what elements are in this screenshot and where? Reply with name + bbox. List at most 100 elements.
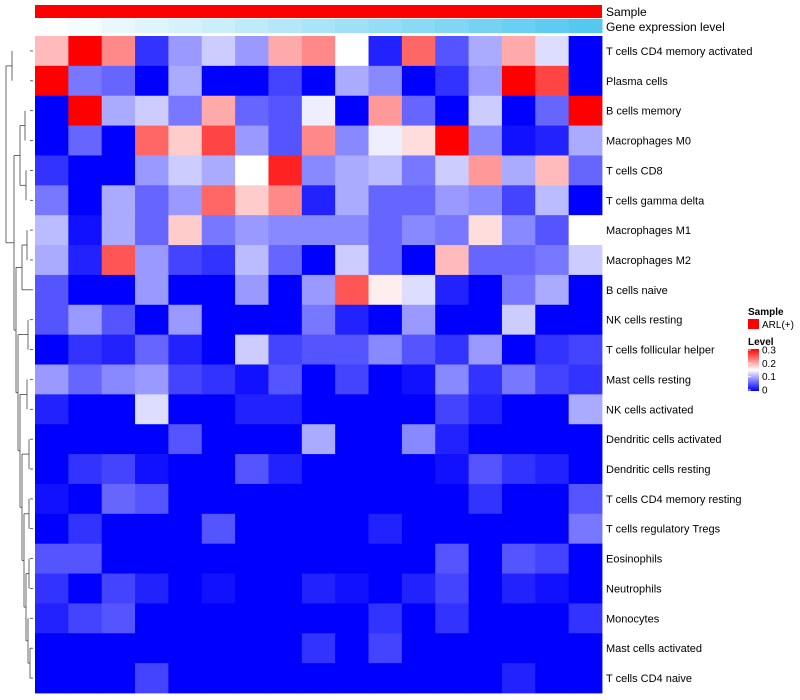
heatmap-cell bbox=[268, 513, 303, 545]
heatmap-cell bbox=[68, 483, 103, 515]
heatmap-cell bbox=[268, 215, 303, 246]
heatmap-cell bbox=[68, 95, 103, 126]
heatmap-cell bbox=[101, 633, 136, 664]
heatmap-cell bbox=[401, 364, 436, 395]
heatmap-cell bbox=[401, 155, 436, 186]
heatmap-cell bbox=[235, 334, 269, 365]
heatmap-cell bbox=[35, 573, 69, 604]
heatmap-cell bbox=[68, 543, 103, 574]
heatmap-cell bbox=[368, 65, 403, 97]
legend-tick-label: 0.3 bbox=[762, 346, 776, 357]
heatmap-cell bbox=[401, 304, 436, 336]
heatmap-cell bbox=[68, 573, 103, 604]
heatmap-cell bbox=[168, 245, 203, 276]
heatmap-cell bbox=[368, 36, 403, 67]
heatmap-cell bbox=[101, 424, 136, 455]
heatmap-cell bbox=[401, 245, 436, 276]
heatmap-cell bbox=[535, 334, 570, 365]
heatmap-cell bbox=[301, 245, 336, 276]
gene-expression-annotation-cell bbox=[401, 19, 436, 33]
heatmap-cell bbox=[535, 603, 570, 634]
gene-expression-annotation-cell bbox=[101, 19, 136, 33]
heatmap-cell bbox=[235, 155, 269, 186]
heatmap-cell bbox=[501, 155, 536, 186]
heatmap-cell bbox=[368, 483, 403, 515]
heatmap-cell bbox=[568, 424, 603, 455]
heatmap-cell bbox=[35, 483, 69, 515]
heatmap-cell bbox=[368, 95, 403, 126]
row-label: T cells follicular helper bbox=[606, 345, 715, 357]
heatmap-cell bbox=[401, 543, 436, 574]
heatmap-cell bbox=[135, 543, 169, 574]
heatmap-cell bbox=[268, 633, 303, 664]
heatmap-cell bbox=[201, 215, 236, 246]
heatmap-cell bbox=[101, 364, 136, 395]
heatmap-cell bbox=[501, 334, 536, 365]
heatmap-cell bbox=[368, 454, 403, 485]
gene-expression-annotation-cell bbox=[301, 19, 336, 33]
heatmap-cell bbox=[135, 603, 169, 634]
heatmap-cell bbox=[368, 304, 403, 336]
heatmap-cell bbox=[501, 245, 536, 276]
heatmap-cell bbox=[368, 633, 403, 664]
heatmap-cell bbox=[468, 543, 503, 574]
heatmap-cell bbox=[101, 394, 136, 425]
gene-expression-annotation-cell bbox=[68, 19, 103, 33]
heatmap-cell bbox=[201, 155, 236, 186]
heatmap-cell bbox=[201, 185, 236, 216]
heatmap-cell bbox=[535, 155, 570, 186]
heatmap-cell bbox=[435, 334, 469, 365]
heatmap-cell bbox=[101, 155, 136, 186]
row-label: Dendritic cells activated bbox=[606, 434, 722, 446]
heatmap-cell bbox=[301, 215, 336, 246]
legend-level-colorbar bbox=[748, 349, 759, 391]
legend: Sample ARL(+) Level 0.3 0.2 0.1 0 bbox=[748, 307, 794, 397]
heatmap-cell bbox=[168, 304, 203, 336]
gene-expression-annotation-cell bbox=[501, 19, 536, 33]
heatmap-cell bbox=[235, 454, 269, 485]
heatmap-cell bbox=[268, 304, 303, 336]
heatmap-cell bbox=[501, 215, 536, 246]
heatmap-cell bbox=[401, 603, 436, 634]
heatmap-cell bbox=[201, 245, 236, 276]
heatmap-cell bbox=[335, 36, 369, 67]
heatmap-cell bbox=[435, 36, 469, 67]
heatmap-cell bbox=[101, 603, 136, 634]
heatmap-cell bbox=[235, 125, 269, 156]
heatmap-cell bbox=[268, 65, 303, 97]
heatmap-cell bbox=[401, 65, 436, 97]
heatmap-cell bbox=[468, 245, 503, 276]
heatmap-cell bbox=[501, 543, 536, 574]
heatmap-cell bbox=[168, 543, 203, 574]
heatmap-cell bbox=[201, 513, 236, 545]
heatmap-cell bbox=[35, 125, 69, 156]
row-label: T cells CD8 bbox=[606, 165, 663, 177]
heatmap-cell bbox=[268, 245, 303, 276]
gene-expression-annotation-cell bbox=[568, 19, 603, 33]
heatmap-cell bbox=[301, 513, 336, 545]
heatmap-cell bbox=[335, 245, 369, 276]
heatmap-cell bbox=[168, 603, 203, 634]
heatmap-cell bbox=[35, 245, 69, 276]
heatmap-cell bbox=[468, 364, 503, 395]
heatmap-cell bbox=[401, 483, 436, 515]
heatmap-cell bbox=[501, 663, 536, 694]
row-label: Macrophages M2 bbox=[606, 255, 691, 267]
heatmap-cell bbox=[368, 125, 403, 156]
heatmap-cell bbox=[235, 65, 269, 97]
legend-sample-title: Sample bbox=[748, 307, 784, 318]
heatmap-cell bbox=[168, 155, 203, 186]
heatmap-cell bbox=[401, 95, 436, 126]
heatmap-cell bbox=[168, 633, 203, 664]
heatmap-cell bbox=[201, 65, 236, 97]
heatmap-cell bbox=[335, 125, 369, 156]
heatmap-cell bbox=[368, 274, 403, 306]
heatmap-cell bbox=[301, 543, 336, 574]
gene-expression-annotation-cell bbox=[268, 19, 303, 33]
heatmap-cell bbox=[301, 95, 336, 126]
gene-expression-annotation-cell bbox=[335, 19, 370, 33]
heatmap-cell bbox=[301, 573, 336, 604]
heatmap-cell bbox=[435, 394, 469, 425]
heatmap-cell bbox=[101, 304, 136, 336]
heatmap-cell bbox=[568, 364, 603, 395]
